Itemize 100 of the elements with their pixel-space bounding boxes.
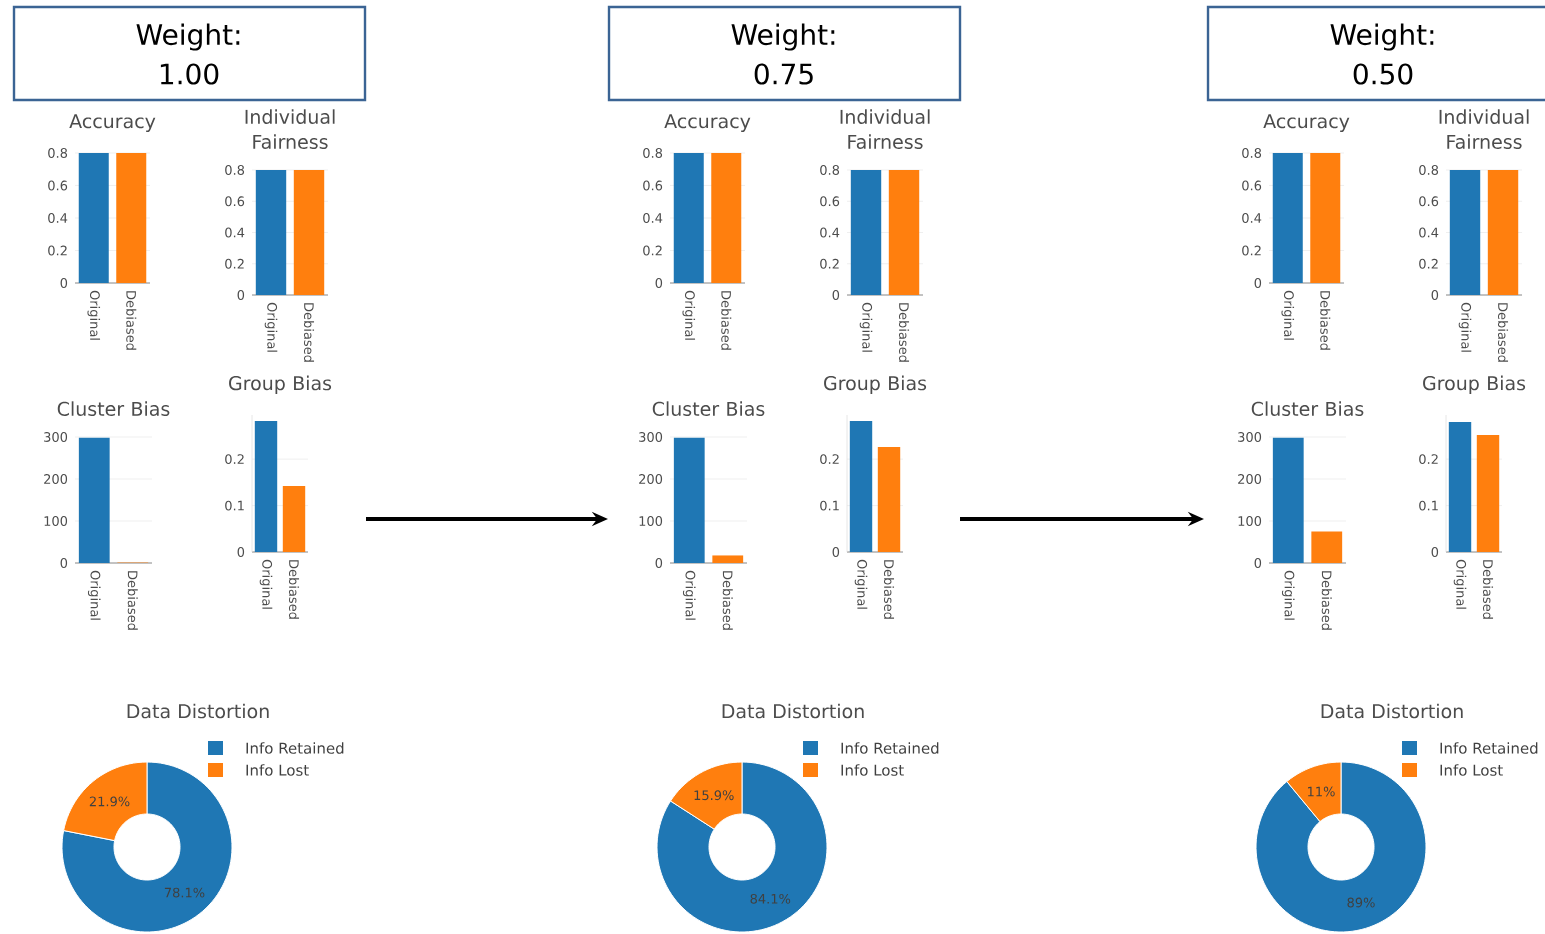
y-tick-label: 0 [655, 558, 663, 568]
chart-title: Accuracy [69, 114, 156, 132]
y-tick-label: 0 [60, 558, 68, 568]
chart-title: Group Bias [1423, 375, 1526, 394]
x-tick-label: Debiased [1497, 303, 1509, 362]
legend-label: Info Retained [841, 742, 939, 754]
y-tick-label: 300 [639, 432, 663, 442]
y-tick-label: 0.6 [820, 196, 840, 207]
chart-title: Accuracy [1263, 114, 1350, 132]
y-tick-label: 300 [44, 432, 68, 442]
chart-title: Individual Fairness [840, 109, 930, 150]
x-tick-label: Debiased [1320, 291, 1331, 350]
x-tick-label: Original [682, 570, 696, 620]
y-tick-label: 0 [832, 290, 840, 300]
chart-title: Cluster Bias [652, 401, 765, 417]
y-tick-label: 100 [639, 516, 663, 526]
chart-title: Cluster Bias [1251, 401, 1364, 417]
y-tick-label: 200 [639, 474, 663, 484]
x-tick-label: Original [1453, 559, 1467, 609]
data-label: 11% [1308, 786, 1335, 797]
chart-title: Data Distortion [1321, 703, 1463, 719]
legend-label: Info Retained [246, 742, 344, 754]
y-tick-label: 0 [1431, 290, 1439, 300]
x-tick-label: Debiased [721, 291, 732, 350]
chart-title: Group Bias [229, 375, 332, 394]
data-label: 21.9% [89, 796, 130, 807]
x-tick-label: Debiased [883, 560, 895, 619]
y-tick-label: 0.2 [225, 258, 244, 269]
legend-label: Info Lost [841, 764, 904, 776]
x-tick-label: Original [859, 302, 873, 352]
text: 0.75 [754, 63, 813, 85]
y-tick-label: 0.8 [225, 165, 245, 175]
y-tick-label: 0 [1431, 547, 1439, 557]
legend-label: Info Retained [1440, 742, 1538, 754]
x-tick-label: Debiased [1321, 571, 1332, 630]
legend-label: Info Lost [1440, 764, 1503, 776]
y-tick-label: 0.6 [48, 180, 68, 191]
text: Weight: [136, 23, 240, 51]
data-label: 89% [1347, 897, 1375, 908]
y-tick-label: 0.4 [1242, 213, 1262, 223]
x-tick-label: Original [264, 302, 278, 352]
y-tick-label: 0.6 [1419, 196, 1439, 207]
x-tick-label: Original [854, 559, 868, 609]
y-tick-label: 0.6 [643, 180, 663, 191]
y-tick-label: 200 [44, 474, 68, 484]
y-tick-label: 0 [655, 278, 663, 288]
x-tick-label: Debiased [288, 560, 300, 619]
y-tick-label: 0.4 [225, 227, 245, 238]
y-tick-label: 0.1 [225, 500, 244, 511]
y-tick-label: 300 [1238, 432, 1262, 442]
x-tick-label: Debiased [722, 571, 733, 630]
y-tick-label: 0 [237, 290, 245, 300]
y-tick-label: 0.8 [1242, 148, 1262, 158]
y-tick-label: 100 [1238, 516, 1262, 526]
y-tick-label: 0.2 [1419, 258, 1438, 269]
x-tick-label: Original [682, 290, 696, 340]
x-tick-label: Debiased [1482, 560, 1494, 619]
y-tick-label: 0.4 [48, 213, 68, 223]
data-label: 15.9% [694, 790, 734, 801]
x-tick-label: Debiased [898, 303, 910, 362]
y-tick-label: 0 [1254, 278, 1262, 288]
chart-title: Individual Fairness [1439, 109, 1529, 150]
y-tick-label: 0.8 [643, 148, 663, 158]
y-tick-label: 0.2 [643, 245, 662, 256]
y-tick-label: 0.2 [1419, 454, 1438, 465]
y-tick-label: 0.8 [820, 165, 840, 175]
y-tick-label: 0.4 [820, 227, 840, 238]
y-tick-label: 200 [1238, 474, 1262, 484]
x-tick-label: Original [1458, 302, 1472, 352]
text: 0.50 [1353, 63, 1413, 85]
y-tick-label: 0.8 [1419, 165, 1439, 175]
y-tick-label: 0 [832, 547, 840, 557]
chart-title: Data Distortion [127, 703, 269, 719]
y-tick-label: 0.2 [1242, 245, 1261, 256]
data-label: 78.1% [164, 887, 205, 898]
chart-title: Group Bias [824, 375, 927, 394]
x-tick-label: Original [1281, 570, 1295, 620]
x-tick-label: Debiased [126, 291, 137, 350]
x-tick-label: Original [259, 559, 273, 609]
y-tick-label: 0.6 [225, 196, 245, 207]
y-tick-label: 0.1 [1419, 500, 1438, 511]
x-tick-label: Original [87, 570, 101, 620]
y-tick-label: 0.2 [820, 454, 839, 465]
y-tick-label: 0 [237, 547, 245, 557]
y-tick-label: 0 [1254, 558, 1262, 568]
text: Weight: [731, 23, 835, 51]
x-tick-label: Debiased [303, 303, 315, 362]
y-tick-label: 0.8 [48, 148, 68, 158]
y-tick-label: 0 [60, 278, 68, 288]
y-tick-label: 0.4 [643, 213, 663, 223]
legend-label: Info Lost [246, 764, 309, 776]
x-tick-label: Debiased [127, 571, 138, 630]
y-tick-label: 0.2 [225, 454, 244, 465]
data-label: 84.1% [750, 893, 791, 904]
y-tick-label: 100 [44, 516, 68, 526]
chart-title: Cluster Bias [57, 401, 170, 417]
y-tick-label: 0.2 [48, 245, 67, 256]
chart-title: Individual Fairness [245, 109, 335, 150]
chart-title: Data Distortion [722, 703, 864, 719]
text: Weight: [1330, 23, 1434, 51]
